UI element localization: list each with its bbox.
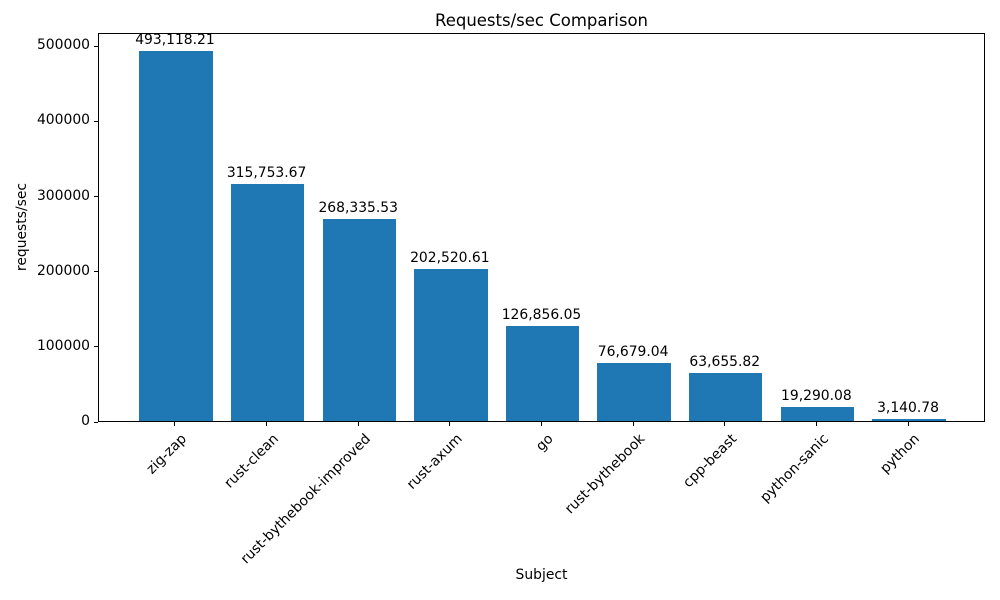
y-tick-mark bbox=[94, 45, 98, 47]
x-tick-mark bbox=[357, 422, 359, 426]
chart-title: Requests/sec Comparison bbox=[434, 11, 649, 30]
bar-go bbox=[505, 325, 580, 421]
bar-value-label: 126,856.05 bbox=[501, 306, 582, 323]
bar-rust-axum bbox=[414, 268, 488, 421]
bar-zig-zap bbox=[139, 50, 213, 421]
x-tick-mark bbox=[266, 422, 268, 426]
bar-python bbox=[872, 418, 946, 421]
x-tick-mark bbox=[174, 422, 176, 426]
y-tick-label: 0 bbox=[81, 413, 90, 429]
x-tick-mark bbox=[449, 422, 451, 426]
bar-value-label: 202,520.61 bbox=[410, 249, 490, 266]
x-tick-label: go bbox=[533, 431, 557, 455]
x-tick-mark bbox=[907, 422, 909, 426]
y-tick-label: 300000 bbox=[36, 187, 90, 204]
bar-value-label: 268,335.53 bbox=[318, 200, 398, 217]
x-tick-label: rust-axum bbox=[403, 431, 466, 493]
y-tick-mark bbox=[94, 421, 98, 423]
y-tick-mark bbox=[94, 346, 98, 348]
x-tick-label: python-sanic bbox=[756, 431, 832, 506]
y-tick-label: 200000 bbox=[36, 262, 90, 279]
bar-value-label: 315,753.67 bbox=[226, 164, 307, 181]
x-tick-label: zig-zap bbox=[143, 431, 191, 478]
bar-rust-bythebook bbox=[597, 363, 671, 421]
x-tick-label: cpp-beast bbox=[680, 431, 741, 491]
x-tick-mark bbox=[632, 422, 634, 426]
y-tick-label: 100000 bbox=[36, 337, 90, 354]
plot-area bbox=[98, 33, 985, 422]
y-tick-mark bbox=[94, 196, 98, 198]
bar-value-label: 76,679.04 bbox=[597, 344, 669, 361]
x-axis-label: Subject bbox=[515, 567, 568, 583]
x-tick-mark bbox=[815, 422, 817, 426]
y-tick-label: 500000 bbox=[36, 37, 90, 54]
bar-python-sanic bbox=[780, 406, 855, 421]
y-tick-mark bbox=[94, 271, 98, 273]
y-tick-label: 400000 bbox=[36, 112, 90, 129]
bar-rust-bythebook-improved bbox=[322, 219, 396, 421]
x-tick-label: rust-clean bbox=[221, 431, 282, 492]
y-tick-mark bbox=[94, 120, 98, 122]
x-tick-mark bbox=[724, 422, 726, 426]
x-tick-mark bbox=[541, 422, 542, 426]
x-tick-label: python bbox=[877, 431, 924, 477]
bar-value-label: 63,655.82 bbox=[689, 354, 761, 371]
bar-cpp-beast bbox=[689, 373, 763, 421]
bar-value-label: 3,140.78 bbox=[877, 399, 939, 416]
bar-value-label: 19,290.08 bbox=[781, 387, 852, 404]
x-tick-label: rust-bythebook bbox=[562, 431, 649, 518]
bar-rust-clean bbox=[230, 183, 305, 421]
bar-value-label: 493,118.21 bbox=[135, 31, 215, 48]
